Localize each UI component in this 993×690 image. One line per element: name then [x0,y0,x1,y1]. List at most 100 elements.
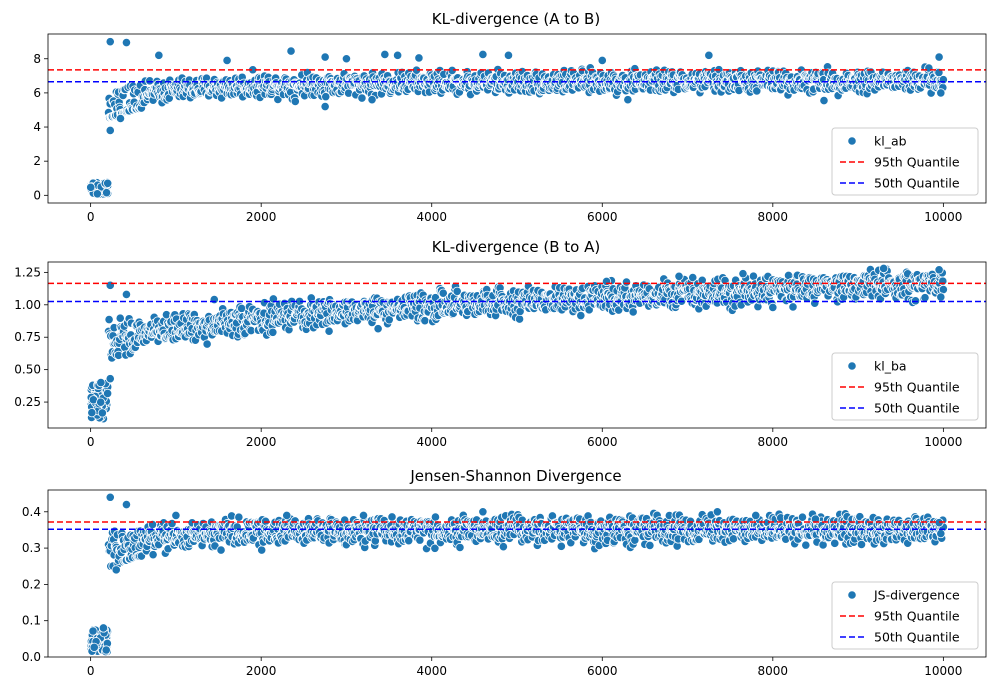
data-point [111,565,121,575]
data-point [101,645,111,655]
y-tick-label: 0 [33,188,41,202]
data-point [415,535,425,545]
x-tick-label: 4000 [416,664,447,678]
data-point [87,408,97,418]
data-point [373,324,383,334]
data-point [478,507,488,517]
data-point [101,188,112,198]
data-point [498,542,508,552]
data-point [320,52,330,62]
legend-label-50: 50th Quantile [874,176,960,191]
panel-kl-ab: KL-divergence (A to B) 0 2000 4000 6000 8000… [33,10,987,224]
data-point [282,510,292,521]
chart-title: Jensen-Shannon Divergence [409,467,621,485]
legend-label-50: 50th Quantile [874,630,960,645]
y-tick-label: 0.1 [22,614,41,628]
legend-box [831,581,979,650]
data-point [97,408,107,418]
data-point [752,86,762,96]
data-point [216,545,226,555]
plot-area [47,261,987,429]
data-point [367,95,377,105]
data-point [88,626,98,636]
data-point [96,397,106,407]
data-point [630,535,640,545]
legend-label-series: kl_ab [874,134,907,149]
data-point [290,96,300,107]
data-point [268,327,278,337]
data-point [121,289,132,300]
x-tick-label: 8000 [758,664,789,678]
data-point [430,543,440,553]
plot-area [47,489,987,658]
data-point [936,292,946,302]
x-tick-label: 0 [87,435,95,449]
data-point [115,113,126,124]
y-tick-label: 0.75 [14,330,41,344]
data-point [430,512,441,522]
data-point [801,540,811,550]
data-point [688,272,698,283]
x-tick-label: 8000 [758,210,789,224]
legend-label-95: 95th Quantile [874,609,960,624]
data-point [478,49,488,60]
y-tick-label: 1.00 [14,298,41,312]
data-point [514,314,525,324]
data-point [105,492,115,502]
x-tick-label: 10000 [924,664,962,678]
data-point [105,374,115,384]
quantile-lines [48,282,986,303]
legend: kl_ab 95th Quantile 50th Quantile [831,127,979,196]
x-tick-label: 2000 [246,664,277,678]
x-tick-label: 6000 [587,435,618,449]
x-tick-label: 2000 [246,210,277,224]
data-point [455,542,465,553]
data-point [576,310,586,321]
y-tick-label: 0.3 [22,541,41,555]
data-point [89,642,99,652]
data-point [704,50,714,60]
x-tick-label: 0 [87,664,95,678]
chart-title: KL-divergence (B to A) [432,238,600,256]
data-point [712,507,722,517]
data-point [797,512,808,522]
legend-box [831,127,979,196]
data-point [934,265,944,275]
data-point [628,307,638,317]
axis-ticks: 0 2000 4000 6000 8000 100000.250.500.751.001.… [14,265,962,449]
data-point [738,269,748,279]
y-tick-label: 0.50 [14,363,41,377]
data-point [96,378,106,388]
data-point [674,271,684,281]
panel-js: Jensen-Shannon Divergence 0 2000 4000 6000 8… [22,467,987,678]
data-point [938,75,948,85]
axes-frame [47,489,987,658]
data-point [257,545,267,555]
data-point [202,339,212,349]
legend-marker-series [847,136,857,146]
data-point [209,295,219,305]
data-point [438,288,448,298]
x-tick-label: 4000 [416,435,447,449]
legend-label-95: 95th Quantile [874,155,960,170]
data-point [115,313,125,323]
data-point [856,539,867,550]
y-tick-label: 8 [33,52,41,66]
data-point [788,302,798,312]
data-point [601,276,612,287]
data-point [121,37,132,48]
data-point [503,50,514,60]
plot-area [47,33,987,204]
data-point [768,302,778,312]
data-point [621,277,632,287]
data-point [728,534,739,544]
data-point [819,95,829,106]
legend-label-series: JS-divergence [873,588,960,603]
data-point [154,50,164,60]
data-point [222,55,232,66]
legend: JS-divergence 95th Quantile 50th Quantil… [831,581,979,650]
